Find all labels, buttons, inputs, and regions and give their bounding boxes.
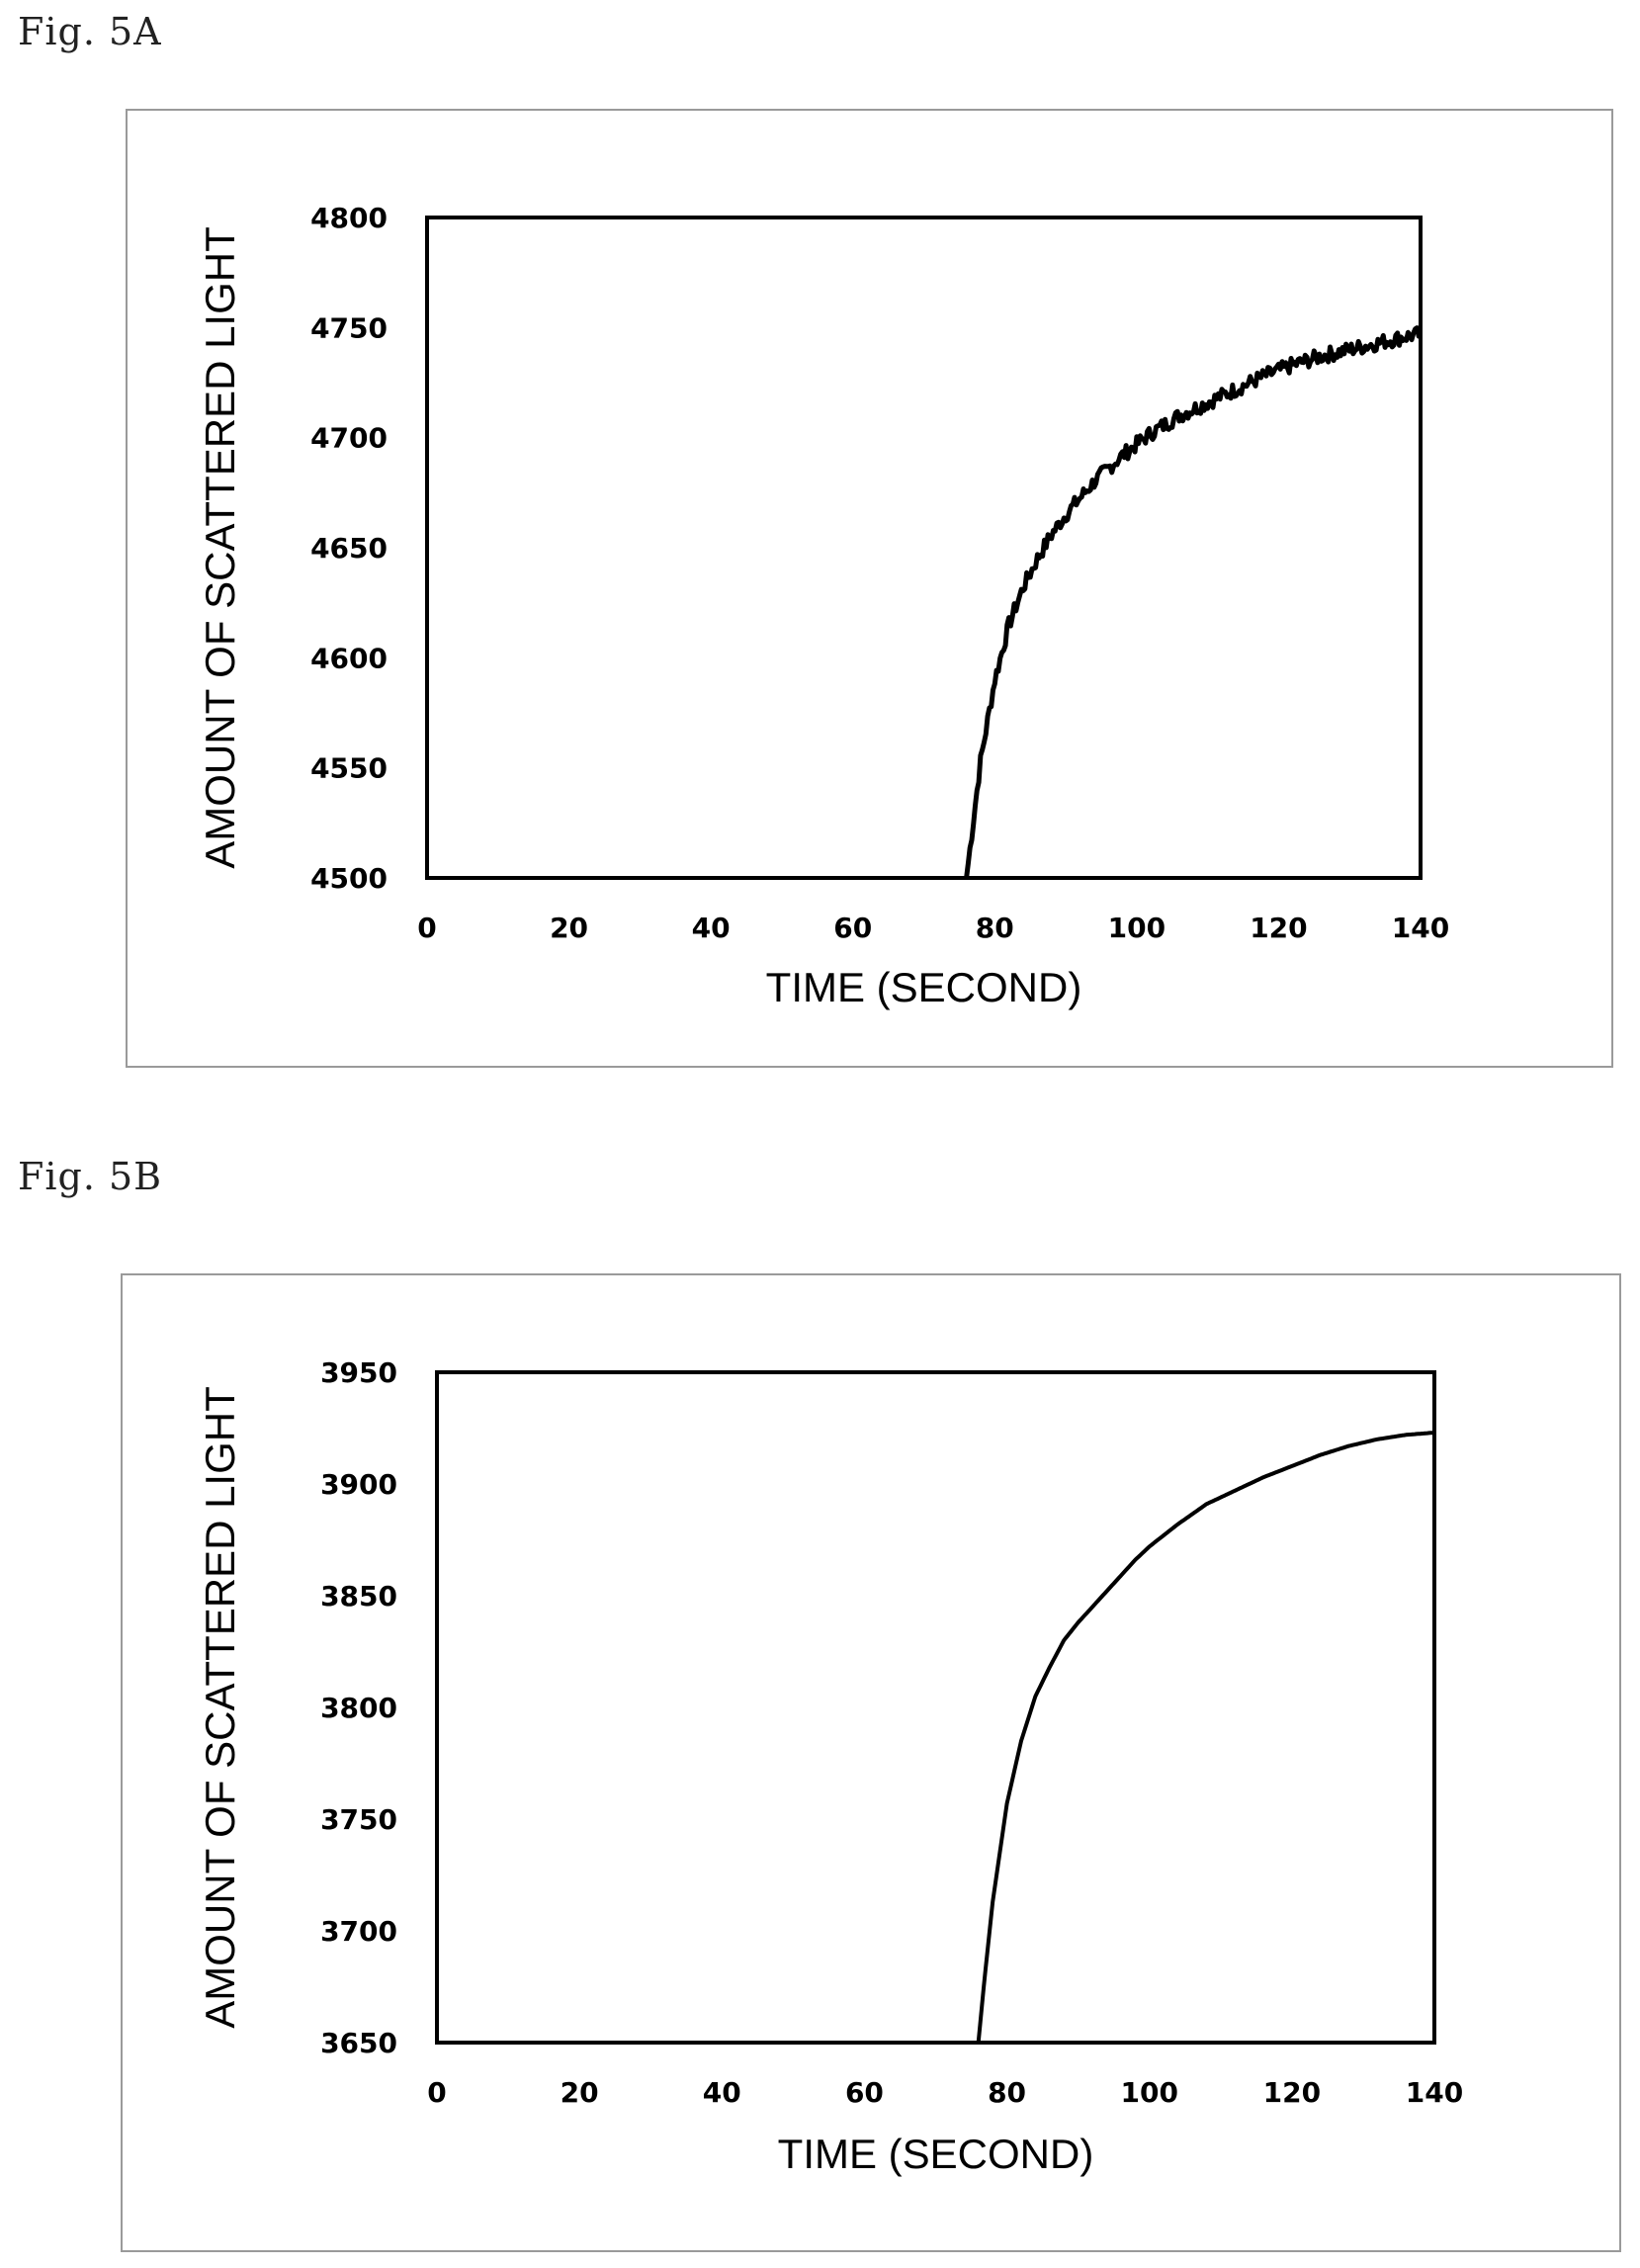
y-tick-label: 4500 [310,862,388,895]
y-tick-label: 3650 [320,2027,397,2059]
y-tick-label: 4700 [310,422,388,455]
figure-label-b: Fig. 5B [18,1155,163,1198]
series-line [964,325,1423,879]
y-tick-label: 3850 [320,1580,397,1613]
y-tick-label: 4800 [310,202,388,234]
x-tick-label: 120 [1263,2076,1321,2109]
y-tick-label: 4600 [310,642,388,674]
y-tick-label: 3750 [320,1803,397,1836]
x-tick-label: 100 [1108,912,1165,944]
y-tick-label: 3900 [320,1468,397,1501]
x-tick-label: 120 [1250,912,1307,944]
x-tick-label: 100 [1120,2076,1177,2109]
y-axis-title: AMOUNT OF SCATTERED LIGHT [197,226,243,868]
plot-area-border [425,216,1423,880]
x-tick-label: 60 [833,912,872,944]
y-tick-label: 4750 [310,311,388,344]
x-axis-title: TIME (SECOND) [778,2131,1094,2177]
plot-area-border [435,1370,1436,2045]
x-tick-label: 0 [417,912,436,944]
x-tick-label: 140 [1406,2076,1463,2109]
x-tick-label: 60 [845,2076,884,2109]
x-tick-label: 40 [692,912,731,944]
x-tick-label: 0 [427,2076,446,2109]
x-axis-title: TIME (SECOND) [766,964,1082,1010]
x-tick-label: 40 [703,2076,741,2109]
y-axis-title: AMOUNT OF SCATTERED LIGHT [197,1386,243,2028]
figure-label-a: Fig. 5A [18,10,162,53]
y-tick-label: 4550 [310,752,388,785]
chart-a: 4500 4550 4600 4650 4700 4750 4800 0 20 40 60 80 100… [197,202,1449,1010]
x-tick-label: 20 [550,912,588,944]
chart-frame-a [126,109,1613,1068]
y-tick-label: 4650 [310,532,388,565]
series-line [976,1431,1435,2044]
x-tick-label: 80 [988,2076,1026,2109]
x-tick-label: 140 [1392,912,1449,944]
chart-frame-b [121,1273,1621,2252]
y-tick-label: 3800 [320,1692,397,1724]
x-tick-label: 20 [561,2076,599,2109]
x-tick-label: 80 [976,912,1014,944]
y-tick-label: 3950 [320,1356,397,1389]
y-tick-label: 3700 [320,1915,397,1948]
